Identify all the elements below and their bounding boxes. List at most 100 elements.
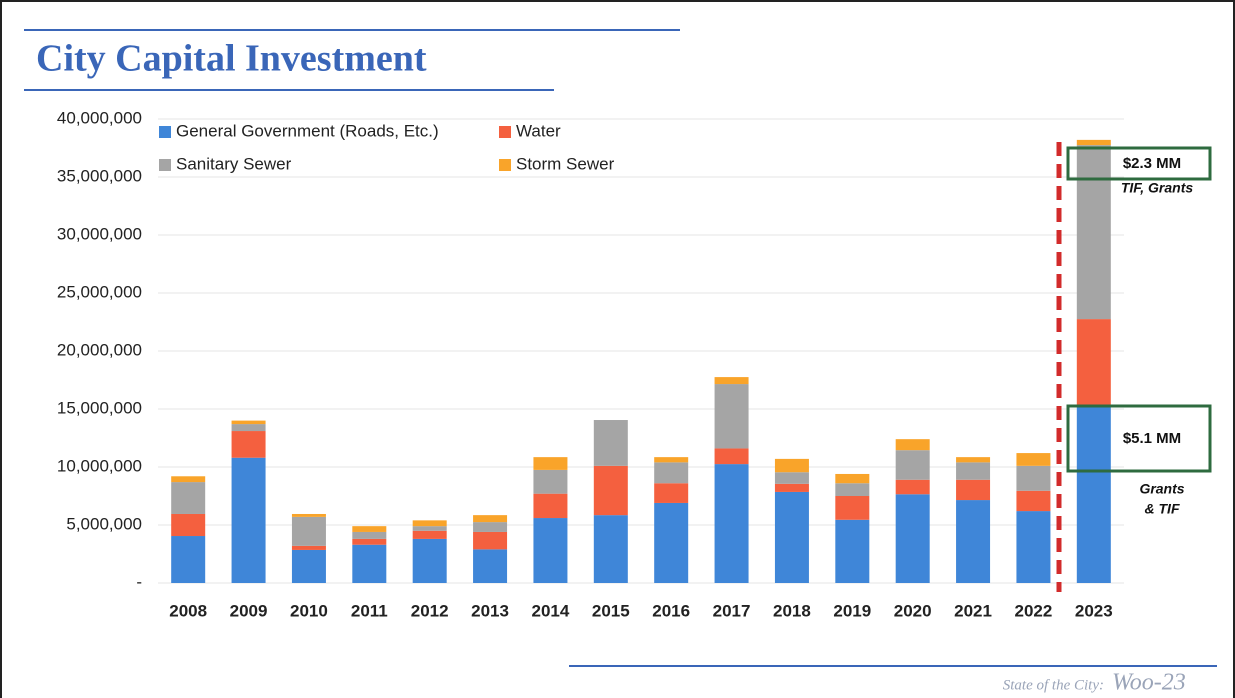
legend-label: Storm Sewer [516, 154, 615, 173]
y-tick-label: 15,000,000 [57, 398, 142, 417]
bar-segment [654, 457, 689, 463]
x-tick-label: 2009 [230, 601, 268, 620]
x-tick-label: 2012 [411, 601, 449, 620]
y-tick-label: 30,000,000 [57, 224, 142, 243]
bar-segment [412, 526, 447, 531]
bar-segment [835, 519, 870, 583]
bar-segment [412, 538, 447, 583]
x-tick-label: 2008 [169, 601, 207, 620]
bar-segment [1016, 490, 1051, 512]
footer-text: State of the City: [1003, 677, 1104, 693]
bar-segment [291, 545, 326, 550]
legend-label: Water [516, 121, 561, 140]
annotation: & TIF [1145, 501, 1180, 517]
bar-segment [1076, 406, 1111, 583]
bar-segment [895, 479, 930, 495]
x-tick-label: 2011 [351, 601, 388, 620]
bar-segment [231, 457, 266, 583]
bar-segment [533, 518, 568, 583]
x-tick-label: 2015 [592, 601, 630, 620]
bar-segment [1076, 145, 1111, 320]
bar-segment [412, 520, 447, 527]
bar-segment [533, 457, 568, 470]
bar-segment [533, 493, 568, 519]
x-tick-label: 2017 [713, 601, 751, 620]
bar-segment [291, 513, 326, 517]
bar-segment [774, 483, 809, 492]
bar-segment [956, 457, 991, 463]
y-tick-label: 5,000,000 [66, 514, 142, 533]
bar-segment [291, 516, 326, 546]
x-tick-label: 2023 [1075, 601, 1113, 620]
x-tick-label: 2010 [290, 601, 328, 620]
x-tick-label: 2016 [652, 601, 690, 620]
bar-segment [352, 544, 387, 583]
bar-segment [956, 479, 991, 501]
bar-segment [835, 483, 870, 496]
x-tick-label: 2022 [1015, 601, 1053, 620]
bar-segment [291, 549, 326, 583]
bar-segment [774, 458, 809, 473]
bar-segment [956, 500, 991, 583]
bar-segment [895, 494, 930, 583]
annotation: $2.3 MM [1123, 155, 1181, 172]
annotation: Grants [1139, 481, 1184, 497]
x-tick-label: 2018 [773, 601, 811, 620]
bar-segment [171, 536, 206, 583]
legend-label: General Government (Roads, Etc.) [176, 121, 439, 140]
bar-segment [654, 502, 689, 583]
bar-segment [412, 530, 447, 539]
bar-segment [1076, 139, 1111, 146]
bar-segment [171, 476, 206, 483]
bar-segment [171, 513, 206, 537]
highlight-box [1066, 146, 1212, 181]
y-tick-label: - [136, 572, 142, 591]
x-tick-label: 2019 [833, 601, 871, 620]
chart-title: City Capital Investment [36, 38, 427, 80]
x-tick-label: 2014 [532, 601, 570, 620]
annotation: TIF, Grants [1121, 180, 1194, 196]
bar-segment [593, 465, 628, 516]
footer-text: Woo-23 [1112, 670, 1186, 696]
x-tick-label: 2013 [471, 601, 509, 620]
bar-segment [654, 462, 689, 484]
bar-segment [895, 450, 930, 480]
bar-segment [473, 549, 508, 583]
bar-segment [1016, 465, 1051, 491]
bar-segment [231, 424, 266, 432]
bar-segment [654, 483, 689, 503]
bar-segment [714, 464, 749, 583]
x-tick-label: 2021 [954, 601, 992, 620]
y-tick-label: 20,000,000 [57, 340, 142, 359]
bar-segment [956, 462, 991, 480]
bar-segment [1076, 319, 1111, 407]
highlight-box [1066, 404, 1212, 473]
y-tick-label: 10,000,000 [57, 456, 142, 475]
bar-segment [352, 538, 387, 545]
bar-segment [835, 496, 870, 520]
bar-segment [1016, 453, 1051, 466]
legend-label: Sanitary Sewer [176, 154, 292, 173]
x-tick-label: 2020 [894, 601, 932, 620]
bar-segment [171, 482, 206, 514]
bar-segment [714, 384, 749, 449]
annotation: $5.1 MM [1123, 430, 1181, 447]
bar-segment [774, 472, 809, 484]
legend-swatch [499, 159, 511, 171]
bar-segment [473, 515, 508, 523]
bar-segment [593, 515, 628, 583]
bar-segment [352, 531, 387, 539]
y-tick-label: 40,000,000 [57, 108, 142, 127]
y-tick-label: 35,000,000 [57, 166, 142, 185]
bar-segment [714, 448, 749, 465]
bar-segment [533, 469, 568, 494]
bar-segment [835, 473, 870, 484]
bar-segment [774, 491, 809, 583]
bar-segment [593, 420, 628, 466]
bar-segment [1016, 511, 1051, 583]
bar-segment [473, 522, 508, 532]
legend-swatch [499, 126, 511, 138]
bar-segment [231, 420, 266, 425]
